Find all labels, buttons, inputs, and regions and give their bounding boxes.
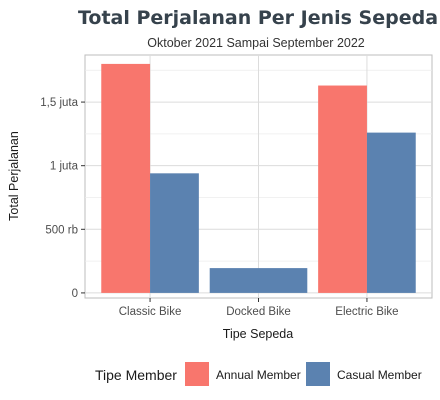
bar-annual-member-electric-bike bbox=[318, 85, 367, 293]
legend-label: Annual Member bbox=[216, 368, 301, 382]
x-tick-label: Docked Bike bbox=[226, 306, 291, 318]
bar-casual-member-classic-bike bbox=[150, 173, 199, 293]
bars bbox=[101, 63, 416, 293]
y-tick-label: 1,5 juta bbox=[40, 97, 78, 109]
x-tick-label: Classic Bike bbox=[119, 306, 182, 318]
legend-title: Tipe Member bbox=[95, 367, 177, 383]
bar-annual-member-classic-bike bbox=[101, 63, 151, 293]
y-tick-label: 500 rb bbox=[45, 224, 78, 236]
legend-key-annual-member bbox=[185, 362, 209, 386]
x-axis-title: Tipe Sepeda bbox=[223, 327, 293, 341]
bar-casual-member-docked-bike bbox=[209, 268, 308, 293]
legend-key-casual-member bbox=[306, 362, 330, 386]
bar-casual-member-electric-bike bbox=[366, 132, 416, 293]
y-tick-label: 0 bbox=[72, 288, 78, 300]
chart-title: Total Perjalanan Per Jenis Sepeda bbox=[78, 7, 438, 29]
chart-subtitle: Oktober 2021 Sampai September 2022 bbox=[147, 36, 365, 50]
x-axis-ticks: Classic Bike Docked Bike Electric Bike bbox=[119, 298, 399, 318]
legend-label: Casual Member bbox=[337, 368, 422, 382]
y-axis-ticks: 0 500 rb 1 juta 1,5 juta bbox=[40, 97, 85, 300]
y-axis-title: Total Perjalanan bbox=[7, 131, 21, 221]
legend: Tipe Member Annual Member Casual Member bbox=[95, 362, 422, 386]
y-tick-label: 1 juta bbox=[50, 161, 79, 173]
x-tick-label: Electric Bike bbox=[335, 306, 398, 318]
